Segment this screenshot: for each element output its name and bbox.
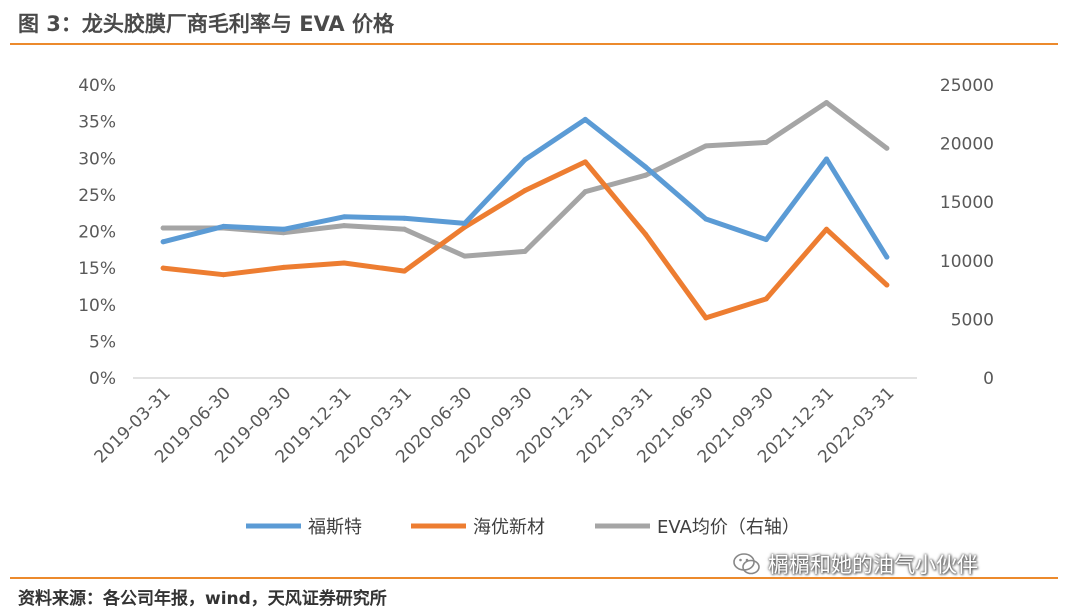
data-point (884, 282, 890, 288)
data-point (824, 100, 830, 106)
data-point (220, 223, 226, 229)
chart-series (160, 100, 890, 321)
left-tick-label: 20% (78, 223, 116, 243)
left-tick-label: 35% (78, 113, 116, 133)
data-point (341, 214, 347, 220)
data-point (281, 226, 287, 232)
left-axis-ticks: 0% 5% 10% 15% 20% 25% 30% 35% 40% (78, 76, 116, 389)
data-point (401, 215, 407, 221)
source-divider (10, 577, 1058, 579)
right-tick-label: 5000 (951, 310, 994, 330)
data-point (160, 225, 166, 231)
data-point (281, 264, 287, 270)
left-tick-label: 25% (78, 186, 116, 206)
data-point (341, 223, 347, 229)
right-axis-ticks: 0 5000 10000 15000 20000 25000 (940, 76, 994, 389)
figure-title: 图 3：龙头胶膜厂商毛利率与 EVA 价格 (18, 12, 394, 36)
series-line-1 (160, 159, 890, 321)
chart-legend: 福斯特 海优新材 EVA均价（右轴） (246, 517, 800, 538)
wechat-icon (733, 553, 760, 575)
right-tick-label: 10000 (940, 252, 994, 272)
right-tick-label: 20000 (940, 135, 994, 155)
title-divider (10, 43, 1058, 45)
left-tick-label: 30% (78, 149, 116, 169)
legend-label: 福斯特 (308, 517, 362, 538)
data-point (763, 296, 769, 302)
left-tick-label: 40% (78, 76, 116, 96)
data-point (643, 172, 649, 178)
legend-label: EVA均价（右轴） (657, 517, 800, 538)
data-point (582, 159, 588, 165)
data-point (401, 226, 407, 232)
data-point (462, 220, 468, 226)
x-axis-ticks: 2019-03-312019-06-302019-09-302019-12-31… (91, 383, 899, 467)
data-point (160, 239, 166, 245)
left-tick-label: 15% (78, 259, 116, 279)
left-tick-label: 10% (78, 296, 116, 316)
right-tick-label: 15000 (940, 193, 994, 213)
data-point (582, 189, 588, 195)
data-point (824, 156, 830, 162)
data-point (703, 216, 709, 222)
data-point (884, 145, 890, 151)
data-point (522, 187, 528, 193)
data-point (643, 164, 649, 170)
data-point (763, 139, 769, 145)
data-point (522, 248, 528, 254)
data-point (884, 254, 890, 260)
right-tick-label: 0 (983, 369, 994, 389)
legend-label: 海优新材 (473, 517, 545, 538)
data-point (160, 265, 166, 271)
data-point (643, 231, 649, 237)
data-point (401, 268, 407, 274)
data-point (703, 143, 709, 149)
data-point (462, 224, 468, 230)
right-tick-label: 25000 (940, 76, 994, 96)
left-tick-label: 5% (89, 332, 116, 352)
series-line-2 (160, 100, 890, 259)
data-point (703, 315, 709, 321)
data-point (763, 237, 769, 243)
watermark-text: 榍榍和她的油气小伙伴 (768, 553, 978, 577)
figure-source: 资料来源：各公司年报，wind，天风证券研究所 (18, 589, 387, 609)
data-point (220, 272, 226, 278)
data-point (522, 157, 528, 163)
data-point (341, 260, 347, 266)
data-point (582, 116, 588, 122)
watermark: 榍榍和她的油气小伙伴 (732, 549, 978, 579)
data-point (462, 253, 468, 259)
data-point (824, 226, 830, 232)
left-tick-label: 0% (89, 369, 116, 389)
